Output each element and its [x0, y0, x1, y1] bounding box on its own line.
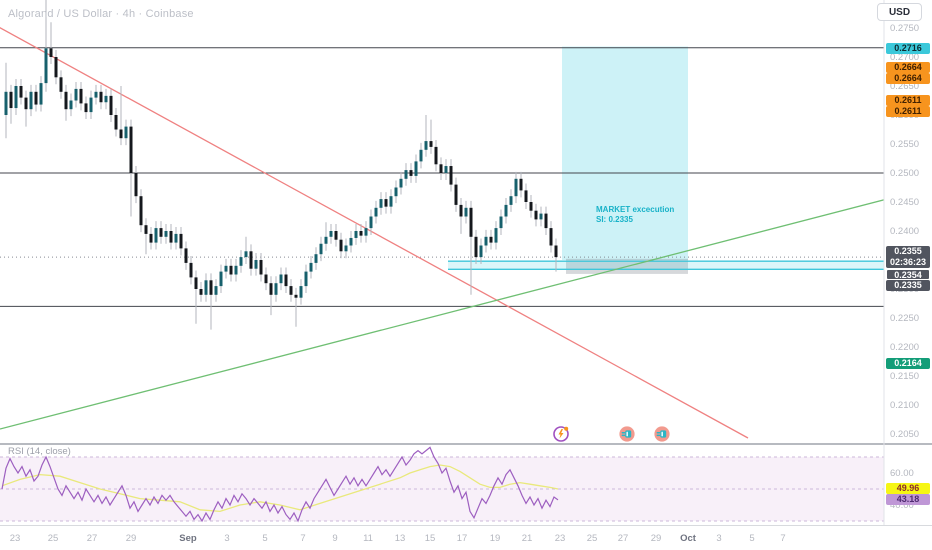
time-tick-label: 27 [86, 533, 98, 544]
time-tick-label: 7 [780, 533, 786, 544]
rsi-ma-value-badge: 49.96 [886, 483, 930, 494]
time-tick-label: 11 [363, 533, 373, 544]
market-execution-line2: SI: 0.2335 [596, 215, 633, 224]
time-tick-label: 23 [554, 533, 566, 544]
candles-layer [4, 0, 558, 330]
rsi-tick-label: 60.00 [890, 467, 914, 479]
price-tick-label: 0.2400 [890, 225, 920, 237]
symbol-title: Algorand / US Dollar · 4h · Coinbase [8, 8, 194, 20]
current-price-badge: 0.2355 02:36:23 [886, 246, 930, 268]
trendline-ascending[interactable] [0, 197, 895, 430]
price-tick-label: 0.2500 [890, 167, 920, 179]
price-level-badge: 0.2354 [886, 268, 930, 280]
time-tick-label: 21 [521, 533, 533, 544]
flash-marker-icon[interactable] [552, 425, 570, 443]
time-tick-label: 25 [47, 533, 59, 544]
price-level-badge: 0.2664 [886, 72, 930, 84]
price-tick-label: 0.2450 [890, 196, 920, 208]
time-tick-label: 15 [424, 533, 436, 544]
plug-marker-icon[interactable] [653, 425, 671, 443]
price-level-badge: 0.2164 [886, 357, 930, 369]
price-level-badge: 0.2611 [886, 94, 930, 106]
bar-close-countdown: 02:36:23 [889, 257, 927, 267]
time-tick-label: 17 [456, 533, 468, 544]
rsi-ma-line [1, 464, 559, 513]
time-tick-label: 29 [650, 533, 662, 544]
rsi-value-badge: 43.18 [886, 494, 930, 505]
price-band[interactable] [448, 261, 884, 270]
rsi-indicator-label: RSI (14, close) [8, 446, 71, 457]
plug-marker-icon[interactable] [618, 425, 636, 443]
price-tick-label: 0.2700 [890, 51, 920, 63]
price-tick-label: 0.2200 [890, 341, 920, 353]
time-tick-label: 23 [9, 533, 21, 544]
time-tick-label: 9 [332, 533, 338, 544]
time-tick-label: 25 [586, 533, 598, 544]
supply-zone-rect[interactable] [562, 46, 688, 261]
current-price-value: 0.2355 [894, 246, 922, 256]
price-level-badge: 0.2716 [886, 42, 930, 54]
price-tick-label: 0.2250 [890, 312, 920, 324]
time-tick-label: 3 [716, 533, 722, 544]
time-tick-label: 5 [262, 533, 268, 544]
rsi-line [1, 446, 559, 523]
time-tick-label: 27 [617, 533, 629, 544]
price-tick-label: 0.2100 [890, 399, 920, 411]
pane-divider[interactable] [0, 443, 932, 445]
price-tick-label: 0.2750 [890, 22, 920, 34]
time-tick-label: 5 [749, 533, 755, 544]
time-tick-label: Sep [179, 533, 197, 544]
currency-toggle-button[interactable]: USD [877, 3, 922, 21]
time-tick-label: 13 [394, 533, 406, 544]
time-tick-label: 3 [224, 533, 230, 544]
price-level-badge: 0.2335 [886, 279, 930, 291]
rsi-band [0, 457, 884, 521]
price-level-badge: 0.2664 [886, 61, 930, 73]
price-tick-label: 0.2650 [890, 80, 920, 92]
price-tick-label: 0.2050 [890, 428, 920, 440]
rsi-tick-label: 40.00 [890, 499, 914, 511]
time-tick-label: 7 [300, 533, 306, 544]
price-tick-label: 0.2150 [890, 370, 920, 382]
time-tick-label: 29 [125, 533, 137, 544]
time-tick-label: Oct [680, 533, 696, 544]
time-tick-label: 19 [489, 533, 501, 544]
market-execution-note: MARKET excecution SI: 0.2335 [596, 205, 674, 225]
price-tick-label: 0.2550 [890, 138, 920, 150]
market-execution-line1: MARKET excecution [596, 205, 675, 214]
price-level-badge: 0.2611 [886, 105, 930, 117]
